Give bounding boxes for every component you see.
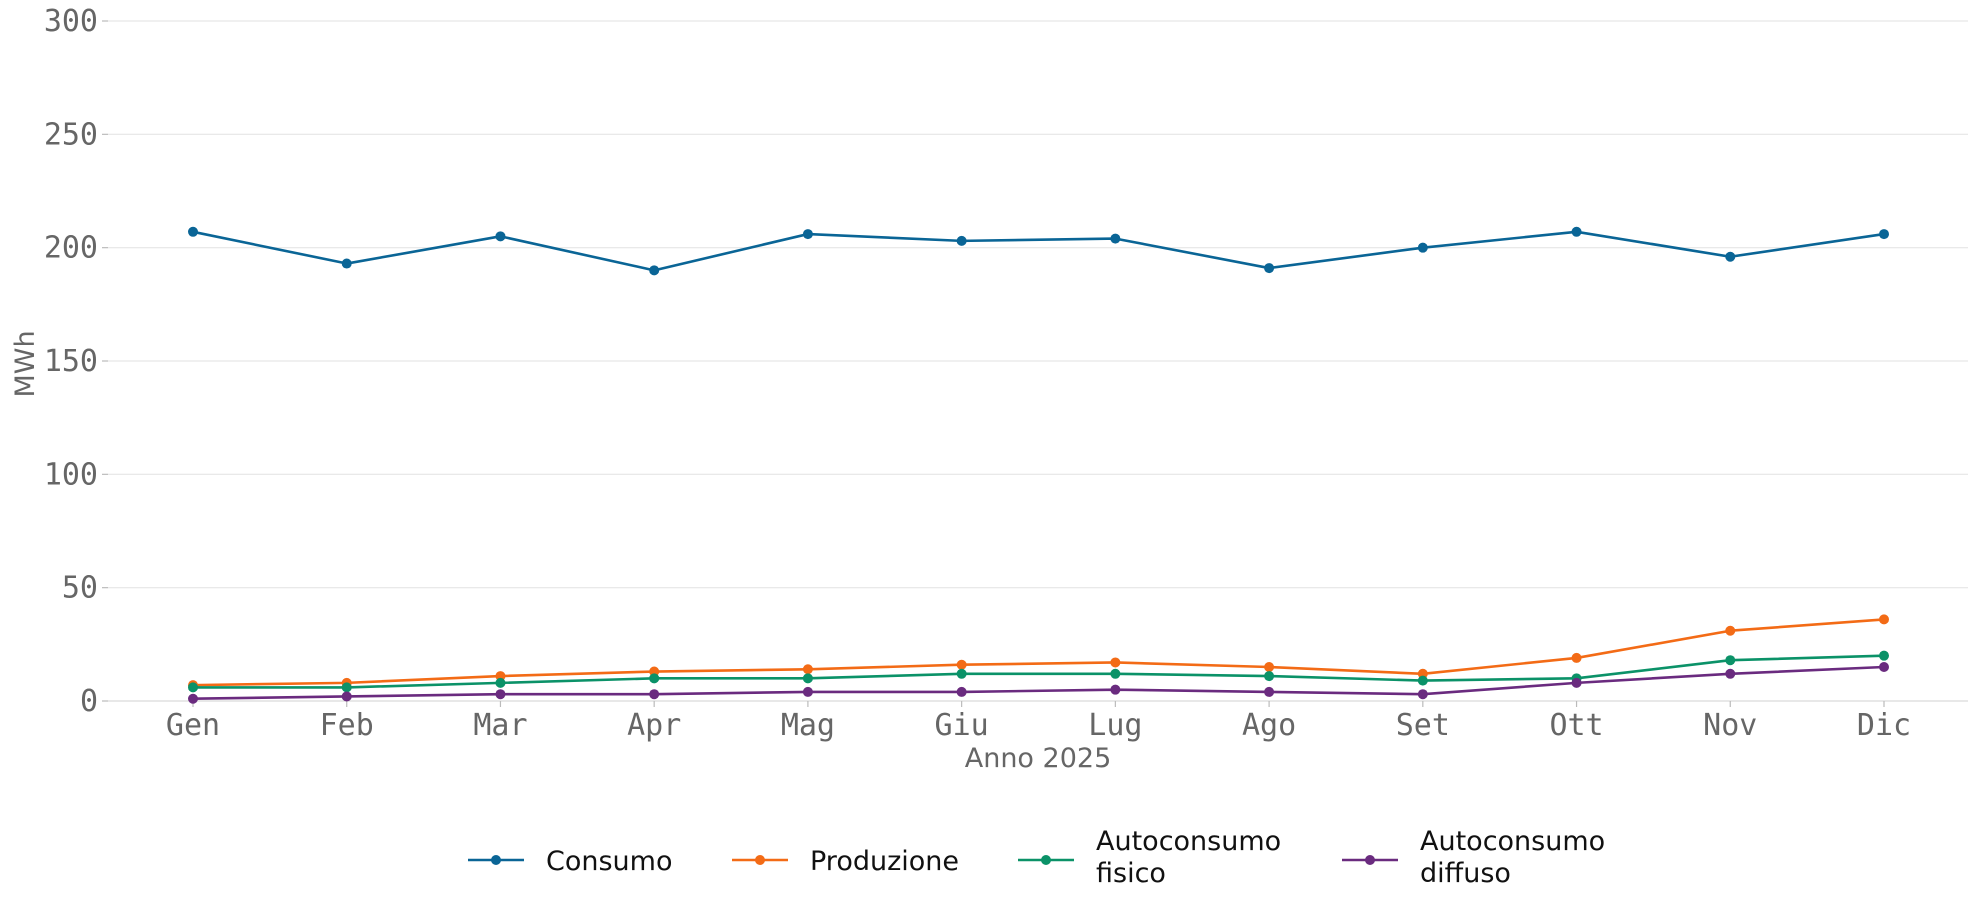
data-point [802,664,813,675]
y-tick-label: 50 [62,571,98,606]
x-tick-label: Lug [1088,708,1142,743]
data-point [1417,689,1428,700]
data-point [188,226,198,237]
x-tick-label: Set [1396,708,1450,743]
x-tick-label: Giu [935,708,989,743]
series-lines [188,226,1889,704]
legend-label-line: Autoconsumo [1096,826,1281,857]
data-point [649,265,660,276]
y-axis-title: MWh [10,330,41,397]
data-point [956,668,967,679]
data-point [1264,686,1275,697]
series-line [192,665,1885,701]
data-point [1571,677,1582,688]
data-point [802,686,813,697]
data-point [1725,655,1736,666]
data-point [1110,657,1121,668]
data-point [1725,251,1736,262]
y-tick-label: 150 [44,344,98,379]
series-autoconsumo-diffuso [188,662,1889,704]
series-line [192,230,1885,272]
y-tick-label: 250 [44,117,98,152]
data-point [956,659,967,670]
legend: Consumo ProduzioneAutoconsumofisicoAutoco… [468,826,1605,889]
data-point [956,686,967,697]
series-line [193,654,1885,689]
data-point [188,682,198,693]
data-point [802,229,813,240]
data-point [1110,684,1121,695]
legend-swatch-marker [1041,855,1051,865]
y-tick-label: 200 [44,231,98,266]
data-point [1110,233,1121,244]
x-tick-label: Nov [1703,708,1757,743]
data-point [1879,614,1889,625]
legend-label-line: Autoconsumo [1420,826,1605,857]
data-point [1879,229,1889,240]
legend-swatch-marker [755,855,765,865]
data-point [1264,662,1275,672]
x-tick-label: Gen [166,708,220,743]
x-tick-label: Ago [1242,708,1296,743]
series-consumo [188,226,1889,276]
legend-label-line: diffuso [1420,858,1511,889]
y-tick-label: 0 [80,684,98,719]
data-point [802,673,813,684]
legend-swatch-marker [491,855,501,865]
x-tick-label: Feb [320,708,374,743]
x-axis-title: Anno 2025 [965,743,1112,774]
data-point [1879,662,1889,672]
data-point [495,231,506,242]
grid-lines [108,20,1968,589]
x-tick-label: Ott [1549,708,1603,743]
series-autoconsumo-fisico [188,650,1889,693]
legend-item: Produzione [732,846,959,877]
data-point [341,682,352,693]
data-point [1571,226,1582,237]
data-point [1110,668,1121,679]
data-point [495,689,506,700]
data-point [649,689,660,700]
legend-swatch-marker [1365,855,1375,865]
y-tick-label: 300 [44,4,98,39]
data-point [1264,671,1275,682]
data-point [341,691,352,702]
data-point [495,677,506,688]
data-point [1725,625,1736,636]
legend-label: Consumo [546,846,672,877]
x-tick-label: Dic [1857,708,1911,743]
data-point [188,693,198,704]
data-point [1264,263,1275,274]
legend-label: Produzione [810,846,959,877]
x-tick-label: Mag [781,708,835,743]
data-point [649,673,660,684]
data-point [956,235,967,246]
data-point [1417,675,1428,686]
y-tick-label: 100 [44,457,98,492]
x-tick-label: Mar [473,708,527,743]
axes: 0 50 100 150 200 250 300 Gen Feb Mar Apr Mag Giu Lug A… [44,4,1968,743]
data-point [1571,652,1582,663]
data-point [1725,668,1736,679]
data-point [1417,242,1428,253]
data-point [341,258,352,269]
x-tick-label: Apr [627,708,681,743]
data-point [1879,650,1889,661]
legend-label-line: fisico [1096,858,1166,889]
legend-item: Consumo [468,846,672,877]
series-line [192,618,1885,687]
